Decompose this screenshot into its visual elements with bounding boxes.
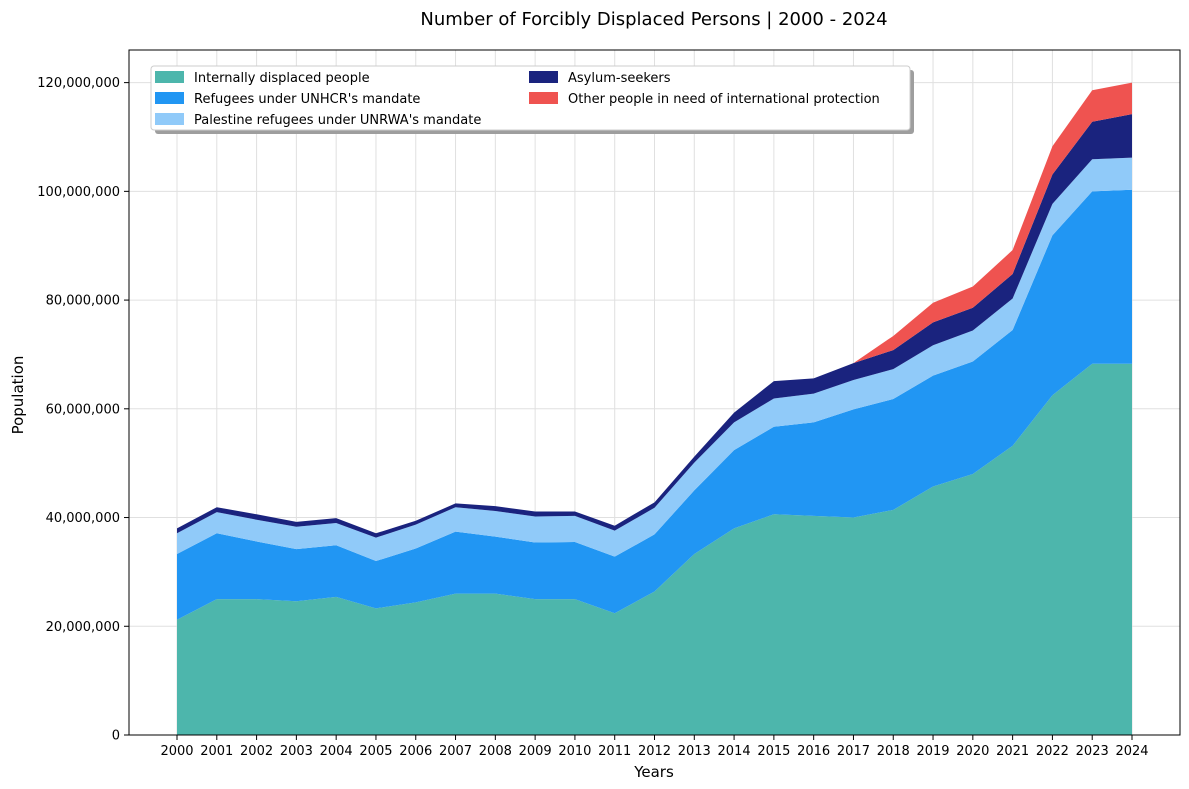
y-tick-label: 80,000,000 — [46, 294, 120, 309]
legend-swatch — [155, 92, 184, 104]
x-tick-label: 2021 — [996, 744, 1029, 759]
x-tick-label: 2020 — [956, 744, 989, 759]
area-layers — [177, 82, 1132, 735]
x-tick-label: 2012 — [638, 744, 671, 759]
y-axis-label: Population — [9, 356, 27, 435]
y-tick-label: 40,000,000 — [46, 511, 120, 526]
y-tick-label: 0 — [112, 729, 120, 744]
x-tick-label: 2022 — [1036, 744, 1069, 759]
y-tick-label: 100,000,000 — [37, 185, 120, 200]
legend-label: Internally displaced people — [194, 71, 370, 86]
x-tick-label: 2014 — [718, 744, 751, 759]
chart-title: Number of Forcibly Displaced Persons | 2… — [420, 9, 887, 30]
x-tick-label: 2015 — [757, 744, 790, 759]
x-tick-label: 2000 — [160, 744, 193, 759]
x-tick-label: 2005 — [359, 744, 392, 759]
legend-label: Other people in need of international pr… — [568, 92, 880, 107]
x-axis-label: Years — [633, 763, 674, 781]
x-tick-label: 2009 — [519, 744, 552, 759]
x-tick-label: 2013 — [678, 744, 711, 759]
y-axis-ticks: 0 20,000,000 40,000,000 60,000,000 80,000,00… — [37, 76, 129, 744]
legend-swatch — [155, 113, 184, 125]
legend-swatch — [529, 92, 558, 104]
x-tick-label: 2001 — [200, 744, 233, 759]
y-tick-label: 20,000,000 — [46, 620, 120, 635]
x-tick-label: 2017 — [837, 744, 870, 759]
x-tick-label: 2003 — [280, 744, 313, 759]
x-tick-label: 2006 — [399, 744, 432, 759]
x-tick-label: 2016 — [797, 744, 830, 759]
area-series-5 — [177, 82, 1132, 534]
x-tick-label: 2023 — [1076, 744, 1109, 759]
area-series-2 — [177, 189, 1132, 620]
x-tick-label: 2011 — [598, 744, 631, 759]
legend: Internally displaced people Refugees unde… — [150, 65, 914, 134]
legend-label: Refugees under UNHCR's mandate — [194, 92, 420, 107]
x-tick-label: 2019 — [916, 744, 949, 759]
x-tick-label: 2024 — [1115, 744, 1148, 759]
x-tick-label: 2010 — [558, 744, 591, 759]
x-axis-ticks: 2000 2001 2002 2003 2004 2005 2006 2007 2008 2009… — [160, 735, 1149, 759]
y-tick-label: 120,000,000 — [37, 76, 120, 91]
area-series-3 — [177, 157, 1132, 562]
x-tick-label: 2002 — [240, 744, 273, 759]
y-tick-label: 60,000,000 — [46, 402, 120, 417]
area-series-1 — [177, 363, 1132, 735]
x-tick-label: 2004 — [320, 744, 353, 759]
area-series-4 — [177, 114, 1132, 538]
legend-label: Palestine refugees under UNRWA's mandate — [194, 113, 481, 128]
x-tick-label: 2007 — [439, 744, 472, 759]
legend-swatch — [155, 71, 184, 83]
legend-swatch — [529, 71, 558, 83]
x-tick-label: 2018 — [877, 744, 910, 759]
x-tick-label: 2008 — [479, 744, 512, 759]
legend-label: Asylum-seekers — [568, 71, 671, 86]
